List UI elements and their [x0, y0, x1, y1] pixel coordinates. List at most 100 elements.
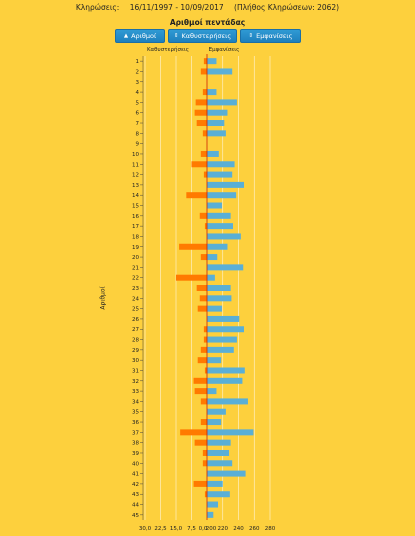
appearance-tick-label: 220 — [218, 526, 229, 532]
category-label: 30 — [132, 358, 139, 364]
appearance-bar — [207, 285, 231, 291]
delay-bar — [199, 212, 207, 219]
appearance-bar — [207, 470, 246, 477]
draws-label: Κληρώσεις: — [75, 3, 120, 12]
appearance-bar — [207, 150, 219, 157]
category-label: 44 — [132, 503, 139, 509]
delay-bar — [194, 388, 207, 395]
appearance-bar — [207, 130, 226, 137]
delay-bar — [176, 274, 207, 281]
category-label: 31 — [132, 368, 139, 374]
delay-bar — [191, 161, 207, 168]
appearance-bar — [207, 388, 217, 395]
category-label: 21 — [132, 265, 139, 271]
sort-by-appearances-button[interactable]: ⇕ Εμφανίσεις — [240, 29, 301, 43]
draws-total: (Πλήθος Κληρώσεων: 2062) — [234, 3, 340, 12]
appearance-bar — [207, 511, 214, 518]
appearance-bar — [207, 315, 240, 322]
category-label: 24 — [132, 296, 139, 302]
appearance-bar — [207, 161, 235, 168]
sort-by-delays-button[interactable]: ⇕ Καθυστερήσεις — [168, 29, 237, 43]
category-label: 5 — [136, 100, 140, 106]
category-label: 2 — [136, 69, 140, 75]
appearance-bar — [207, 326, 245, 333]
category-label: 23 — [132, 286, 139, 292]
delay-bar — [193, 480, 207, 487]
delay-bar — [203, 171, 207, 178]
appearance-bar — [207, 109, 228, 116]
delay-bar — [200, 398, 207, 405]
category-label: 14 — [132, 193, 139, 199]
category-label: 26 — [132, 317, 139, 323]
delay-bar — [204, 223, 207, 230]
delay-bar — [179, 243, 207, 250]
appearance-bar — [207, 439, 231, 446]
category-label: 37 — [132, 430, 139, 436]
delays-series-label: Καθυστερήσεις — [147, 46, 189, 53]
category-label: 8 — [136, 131, 140, 137]
appearance-bar — [207, 254, 218, 261]
delay-bar — [199, 295, 207, 302]
appearance-bar — [207, 171, 233, 178]
delay-bar — [197, 357, 207, 364]
category-label: 32 — [132, 379, 139, 385]
appearance-bar — [207, 501, 219, 508]
appearance-bar — [207, 120, 225, 127]
delay-bar — [200, 419, 207, 426]
category-label: 28 — [132, 338, 139, 344]
appearance-bar — [207, 243, 228, 250]
sort-by-appearances-label: Εμφανίσεις — [256, 32, 293, 40]
appearance-bar — [207, 419, 222, 426]
appearance-bar — [207, 89, 217, 96]
appearance-tick-label: 200 — [206, 526, 217, 532]
category-label: 41 — [132, 472, 139, 478]
delay-bar — [202, 130, 207, 137]
category-label: 9 — [136, 142, 140, 148]
appearance-tick-label: 240 — [233, 526, 244, 532]
category-label: 17 — [132, 224, 139, 230]
appearance-bar — [207, 367, 245, 374]
draws-date-range: 16/11/1997 - 10/09/2017 — [129, 3, 224, 12]
category-label: 12 — [132, 173, 139, 179]
category-label: 27 — [132, 327, 139, 333]
category-label: 42 — [132, 482, 139, 488]
sort-toolbar: ▲ Αριθμοί ⇕ Καθυστερήσεις ⇕ Εμφανίσεις — [115, 29, 301, 43]
category-label: 1 — [136, 59, 140, 65]
delay-bar — [203, 336, 207, 343]
appearance-bar — [207, 480, 223, 487]
chart-title: Αριθμοί πεντάδας — [169, 18, 246, 27]
appearance-bar — [207, 295, 232, 302]
delay-bar — [186, 192, 207, 199]
appearance-bar — [207, 408, 226, 415]
appearance-bar — [207, 346, 234, 353]
category-label: 16 — [132, 214, 139, 220]
category-label: 43 — [132, 492, 139, 498]
category-label: 4 — [136, 90, 140, 96]
appearance-bar — [207, 233, 241, 240]
category-label: 35 — [132, 410, 139, 416]
sort-icon: ⇕ — [173, 33, 179, 39]
category-label: 6 — [136, 111, 140, 117]
appearance-tick-label: 280 — [265, 526, 276, 532]
sort-icon: ⇕ — [248, 33, 254, 39]
appearance-bar — [207, 58, 217, 65]
appearance-bar — [207, 264, 244, 271]
category-label: 39 — [132, 451, 139, 457]
category-label: 22 — [132, 276, 139, 282]
category-label: 15 — [132, 204, 139, 210]
delay-tick-label: 22,5 — [154, 526, 167, 532]
delay-bar — [202, 89, 207, 96]
delay-bar — [196, 120, 207, 127]
category-label: 7 — [136, 121, 140, 127]
category-label: 11 — [132, 162, 139, 168]
delay-tick-label: 15,0 — [170, 526, 183, 532]
appearance-bar — [207, 274, 215, 281]
category-label: 34 — [132, 399, 139, 405]
delay-bar — [194, 439, 207, 446]
sort-by-number-label: Αριθμοί — [131, 32, 157, 40]
sort-by-number-button[interactable]: ▲ Αριθμοί — [115, 29, 165, 43]
appearance-bar — [207, 99, 237, 106]
delay-bar — [180, 429, 207, 436]
delay-bar — [203, 58, 207, 65]
